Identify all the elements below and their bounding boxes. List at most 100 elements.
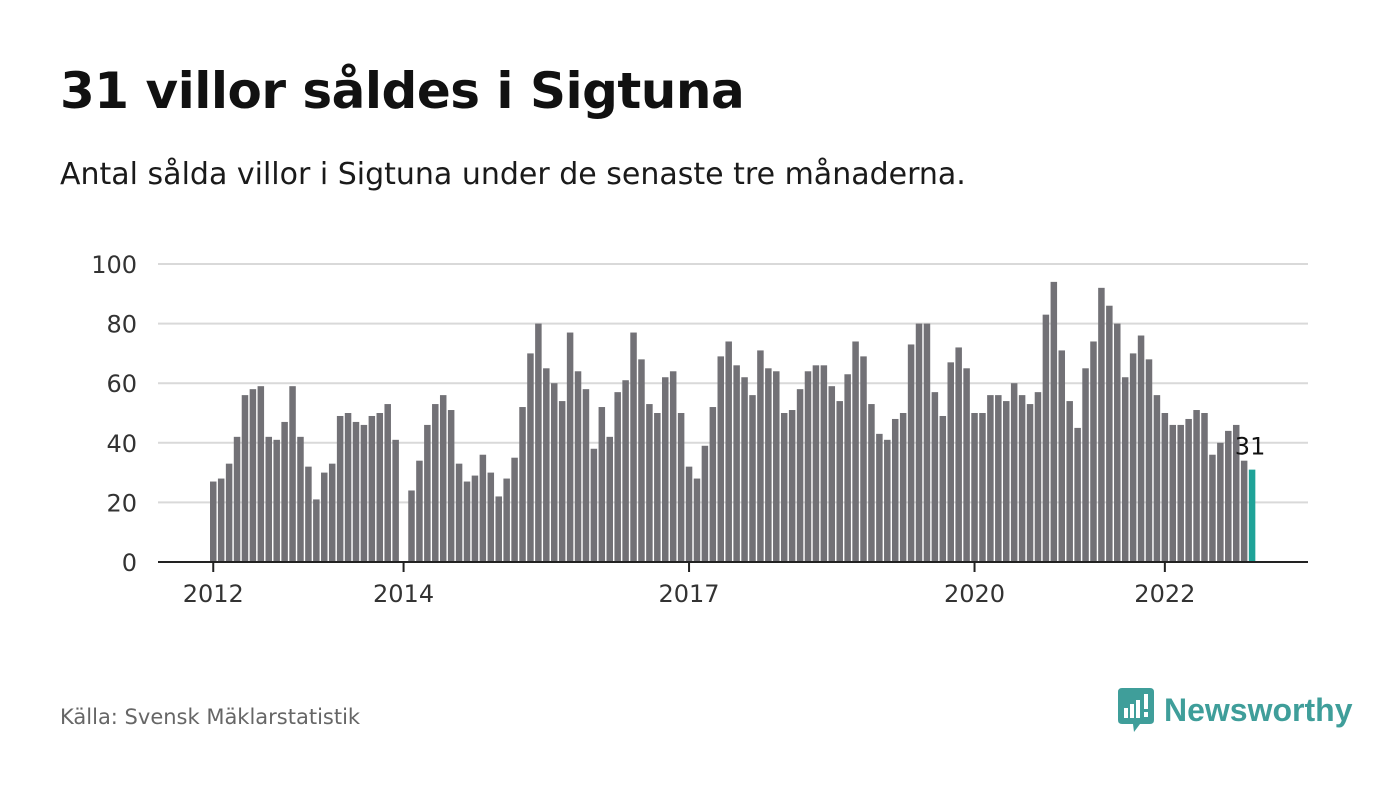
bar — [241, 395, 249, 562]
bar — [741, 377, 748, 562]
bar — [788, 410, 796, 562]
bar — [971, 413, 978, 562]
bar — [693, 478, 701, 562]
y-tick-label: 40 — [106, 430, 137, 458]
bar — [1010, 383, 1018, 562]
bar — [868, 404, 875, 562]
bar — [899, 413, 907, 562]
bar — [1193, 410, 1200, 562]
bar — [1129, 353, 1137, 562]
bar — [701, 445, 709, 562]
highlight-value-label: 31 — [1235, 433, 1266, 461]
bar — [669, 371, 677, 562]
bar — [368, 415, 376, 562]
bar — [543, 368, 550, 562]
bar — [828, 386, 836, 562]
bar — [1121, 377, 1129, 562]
bar — [1050, 281, 1058, 562]
bar — [1018, 395, 1026, 562]
bar — [558, 401, 566, 562]
bar — [598, 407, 606, 562]
bar — [987, 395, 994, 562]
bar — [1098, 287, 1105, 562]
bar — [796, 389, 804, 562]
bar — [852, 341, 859, 562]
bar — [812, 365, 820, 562]
bar — [915, 323, 923, 562]
bar — [1137, 335, 1145, 562]
bar — [1209, 454, 1216, 562]
bar — [614, 392, 621, 562]
bar — [289, 386, 296, 562]
bar — [265, 436, 273, 562]
bar — [963, 368, 970, 562]
bar — [590, 448, 598, 562]
bar — [424, 424, 431, 562]
y-tick-label: 60 — [106, 370, 137, 398]
bar — [622, 380, 629, 562]
bar — [606, 436, 613, 562]
bar — [765, 368, 772, 562]
bar — [1042, 314, 1050, 562]
bar — [233, 436, 241, 562]
bar — [1169, 424, 1177, 562]
bar — [360, 424, 368, 562]
bar — [654, 413, 661, 562]
bar — [1106, 305, 1113, 562]
bar-highlight — [1248, 469, 1256, 562]
bar — [891, 418, 899, 562]
bar — [535, 323, 542, 562]
bar — [638, 359, 645, 562]
bar — [773, 371, 780, 562]
bar — [273, 439, 280, 562]
y-tick-label: 0 — [122, 549, 137, 577]
bar — [1114, 323, 1121, 562]
bar — [495, 496, 502, 562]
bar — [511, 457, 518, 562]
bar — [1217, 442, 1224, 562]
bar — [1026, 404, 1034, 562]
bar — [455, 463, 463, 562]
x-tick-label: 2017 — [659, 580, 720, 608]
bar — [392, 439, 399, 562]
bar — [1185, 418, 1192, 562]
bar — [1066, 401, 1073, 562]
bar — [376, 413, 384, 562]
bar — [344, 413, 352, 562]
bar — [1161, 413, 1169, 562]
x-tick-label: 2022 — [1134, 580, 1195, 608]
bar — [646, 404, 653, 562]
bar — [1082, 368, 1089, 562]
chart-subtitle: Antal sålda villor i Sigtuna under de se… — [60, 157, 966, 192]
bar — [804, 371, 812, 562]
bar — [479, 454, 487, 562]
bar — [709, 407, 717, 562]
x-tick-label: 2014 — [373, 580, 434, 608]
bar — [1225, 430, 1232, 562]
bar — [313, 499, 320, 562]
bar — [876, 433, 883, 562]
bar — [1058, 350, 1066, 562]
bar — [947, 362, 954, 562]
bar — [408, 490, 415, 562]
brand-logo: Newsworthy — [1118, 688, 1352, 732]
bar — [487, 472, 495, 562]
bar — [1074, 427, 1081, 562]
bar — [923, 323, 931, 562]
brand-name: Newsworthy — [1164, 691, 1353, 728]
bar — [519, 407, 526, 562]
bar — [836, 401, 843, 562]
bar — [677, 413, 685, 562]
bar — [352, 421, 360, 562]
bar — [582, 389, 590, 562]
bar — [757, 350, 764, 562]
bar — [1145, 359, 1153, 562]
bar — [844, 374, 851, 562]
bar — [1232, 424, 1240, 562]
bar — [574, 371, 582, 562]
source-note: Källa: Svensk Mäklarstatistik — [60, 705, 361, 729]
bar — [931, 392, 939, 562]
bar — [1201, 413, 1208, 562]
bar — [432, 404, 439, 562]
